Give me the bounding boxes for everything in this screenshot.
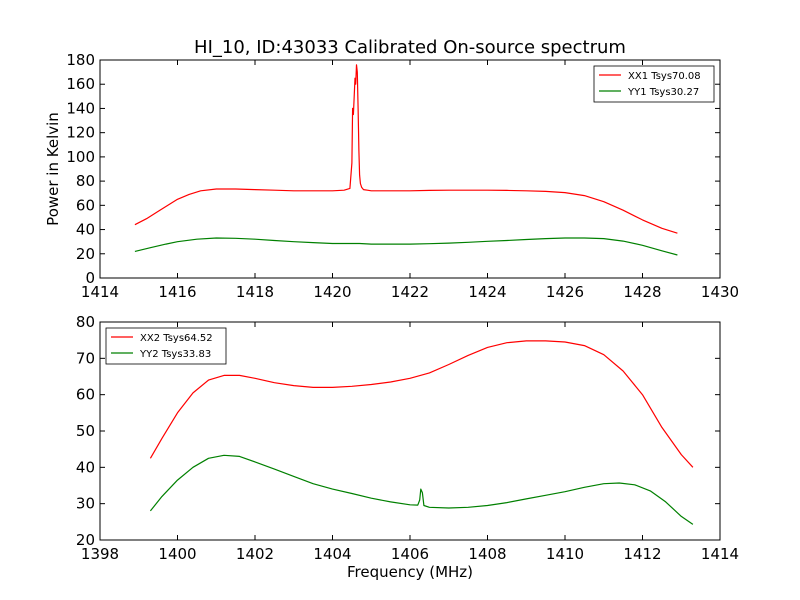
x-tick-label: 1414 (701, 545, 739, 563)
legend-label-2: YY2 Tsys33.83 (139, 349, 211, 360)
y-tick-label: 60 (76, 196, 95, 214)
y-tick-label: 60 (76, 386, 95, 404)
x-tick-label: 1412 (623, 545, 661, 563)
x-tick-label: 1424 (468, 283, 506, 301)
y-tick-label: 50 (76, 422, 95, 440)
legend: XX2 Tsys64.52 YY2 Tsys33.83 (105, 327, 227, 365)
x-tick-label: 1410 (546, 545, 584, 563)
y-tick-label: 70 (76, 349, 95, 367)
x-tick-label: 1414 (81, 283, 119, 301)
legend-box (105, 327, 227, 365)
figure-title: HI_10, ID:43033 Calibrated On-source spe… (194, 37, 626, 58)
x-tick-label: 1428 (623, 283, 661, 301)
y-tick-label: 0 (85, 269, 95, 287)
y-tick-label: 40 (76, 458, 95, 476)
y-tick-label: 20 (76, 245, 95, 263)
y-tick-label: 160 (66, 75, 95, 93)
top-plot: 1414 1416 1418 1420 1422 1424 1426 1428 1430 0 20 4… (44, 51, 739, 301)
bottom-plot: 1398 1400 1402 1404 1406 1408 1410 1412 1414 20 30… (76, 313, 739, 581)
y-tick-label: 40 (76, 221, 95, 239)
legend-label-1: XX2 Tsys64.52 (140, 333, 213, 344)
x-tick-label: 1408 (468, 545, 506, 563)
x-tick-label: 1406 (391, 545, 429, 563)
y-tick-label: 30 (76, 495, 95, 513)
x-tick-label: 1416 (158, 283, 196, 301)
x-tick-label: 1418 (236, 283, 274, 301)
y-tick-label: 100 (66, 148, 95, 166)
y-axis-label: Power in Kelvin (44, 112, 62, 226)
x-tick-label: 1402 (236, 545, 274, 563)
y-tick-label: 80 (76, 172, 95, 190)
x-axis-label: Frequency (MHz) (347, 563, 473, 581)
series-line-2 (149, 454, 694, 525)
x-tick-label: 1400 (158, 545, 196, 563)
y-tick-label: 180 (66, 51, 95, 69)
x-tick-label: 1430 (701, 283, 739, 301)
legend-box (593, 65, 715, 103)
y-tick-label: 20 (76, 531, 95, 549)
legend: XX1 Tsys70.08 YY1 Tsys30.27 (593, 65, 715, 103)
x-tick-label: 1422 (391, 283, 429, 301)
x-tick-label: 1420 (313, 283, 351, 301)
x-tick-label: 1426 (546, 283, 584, 301)
x-tick-label: 1404 (313, 545, 351, 563)
series-line-1 (149, 340, 694, 468)
legend-label-2: YY1 Tsys30.27 (627, 87, 699, 98)
y-tick-label: 140 (66, 99, 95, 117)
y-tick-label: 120 (66, 124, 95, 142)
legend-label-1: XX1 Tsys70.08 (628, 71, 701, 82)
series-line-2 (134, 237, 678, 256)
series-line-1 (134, 64, 678, 234)
y-tick-label: 80 (76, 313, 95, 331)
x-tick-label: 1398 (81, 545, 119, 563)
